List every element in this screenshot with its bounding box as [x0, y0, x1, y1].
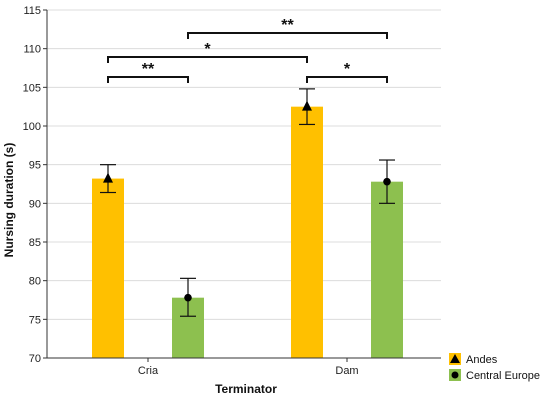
axes: 70 75 80 85 90 95 100 105 110 115 Cria Dam	[23, 5, 441, 377]
x-tick-label: Dam	[335, 365, 358, 377]
y-tick-label: 90	[29, 198, 41, 210]
bar-triangle	[291, 106, 323, 359]
bar-circle	[371, 181, 403, 358]
y-tick-label: 70	[29, 353, 41, 365]
significance-bracket	[306, 76, 388, 83]
legend-label: Central Europe	[466, 370, 540, 382]
mean-marker-circle	[383, 177, 391, 186]
significance-bracket	[107, 76, 189, 83]
y-tick-label: 115	[23, 5, 41, 17]
legend-label: Andes	[466, 354, 498, 366]
mean-marker-triangle	[302, 100, 312, 111]
x-tick-label: Cria	[138, 365, 159, 377]
y-tick-label: 105	[23, 82, 41, 94]
error-bars	[100, 88, 395, 317]
y-axis-title: Nursing duration (s)	[2, 143, 16, 258]
mean-marker-triangle	[103, 172, 113, 183]
y-tick-label: 85	[29, 237, 41, 249]
significance-bracket	[107, 56, 308, 63]
legend-marker-triangle	[450, 354, 460, 363]
significance-bracket	[187, 32, 388, 39]
bars	[92, 106, 403, 359]
significance-label: **	[281, 17, 294, 34]
y-tick-label: 80	[29, 276, 41, 288]
mean-marker-circle	[184, 293, 192, 302]
significance-brackets: ******	[107, 17, 388, 83]
significance-label: **	[142, 61, 155, 78]
bar-triangle	[92, 178, 124, 358]
y-tick-label: 75	[29, 314, 41, 326]
legend: Andes Central Europe	[449, 353, 540, 382]
significance-label: *	[344, 61, 351, 78]
y-tick-label: 95	[29, 160, 41, 172]
y-tick-label: 110	[23, 44, 41, 56]
significance-label: *	[204, 41, 211, 58]
y-tick-label: 100	[23, 121, 41, 133]
legend-marker-circle	[451, 371, 459, 379]
x-axis-title: Terminator	[215, 382, 277, 396]
